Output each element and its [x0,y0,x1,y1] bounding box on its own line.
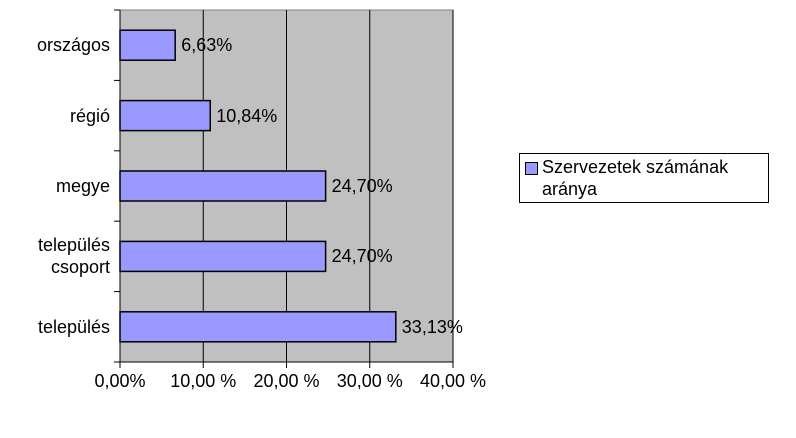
x-tick-label: 10,00 % [170,371,237,391]
value-label: 24,70% [331,246,393,267]
value-label: 24,70% [331,176,393,196]
y-tick-label: megye [55,176,110,196]
value-label: 10,84% [216,105,278,126]
value-label: 6,63% [181,35,233,56]
bar [119,240,327,273]
bar [119,311,397,343]
legend-label: Szervezetek számának aránya [542,157,729,199]
x-tick-label: 0,00% [94,371,146,391]
bar [119,170,327,202]
bar [119,29,176,61]
x-tick-label: 40,00 % [419,371,487,391]
bar [119,99,211,132]
legend-swatch [525,162,538,175]
legend: Szervezetek számának aránya [519,153,769,203]
y-tick-label: település csoport [37,235,110,278]
x-tick-label: 20,00 % [253,371,320,391]
x-tick-label: 30,00 % [336,371,403,391]
value-label: 33,13% [401,316,463,337]
y-tick-label: országos [36,35,110,56]
y-tick-label: régió [69,105,110,126]
y-tick-label: település [37,316,110,337]
